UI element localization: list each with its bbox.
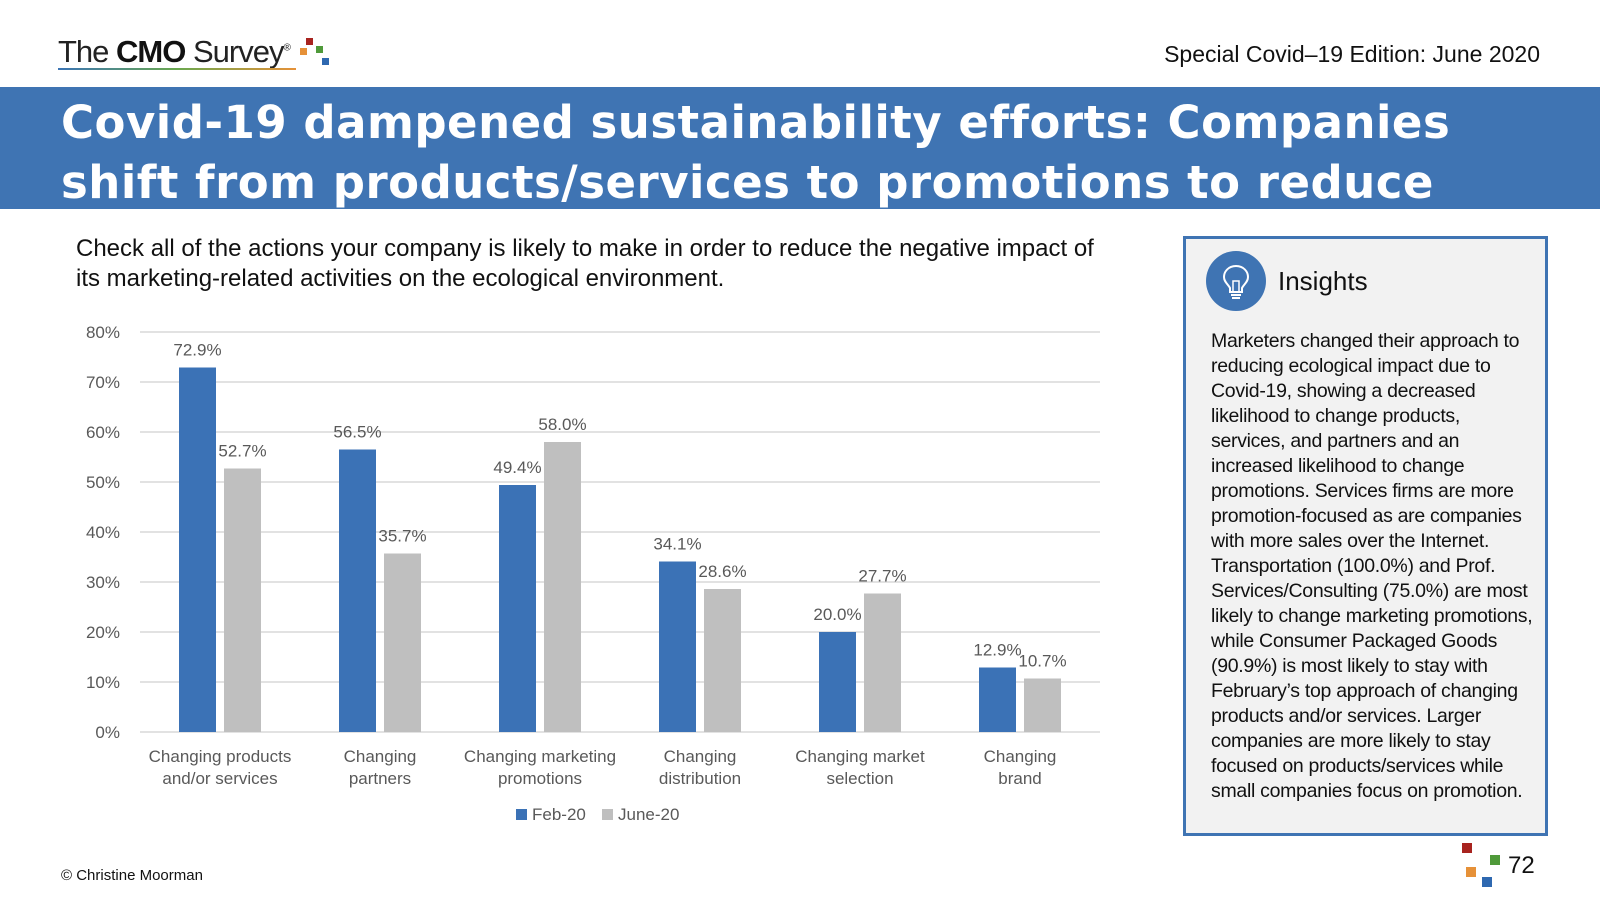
insights-body: Marketers changed their approach to redu… <box>1211 330 1533 802</box>
y-tick-label: 0% <box>95 723 120 742</box>
bar-feb-20 <box>659 561 696 732</box>
y-tick-label: 80% <box>86 325 120 342</box>
x-tick-label: distribution <box>659 769 741 788</box>
bar-june-20 <box>1024 678 1061 732</box>
data-label: 12.9% <box>973 641 1021 660</box>
y-tick-label: 50% <box>86 473 120 492</box>
data-label: 34.1% <box>653 535 701 554</box>
page-number: 72 <box>1508 852 1535 879</box>
legend-label: Feb-20 <box>532 805 586 824</box>
x-tick-label: Changing marketing <box>464 747 616 766</box>
logo-squares-icon <box>300 36 336 70</box>
data-label: 56.5% <box>333 423 381 442</box>
legend-label: June-20 <box>618 805 679 824</box>
x-tick-label: and/or services <box>162 769 277 788</box>
bar-feb-20 <box>979 667 1016 732</box>
x-tick-label: brand <box>998 769 1041 788</box>
survey-question: Check all of the actions your company is… <box>76 235 1094 292</box>
bar-feb-20 <box>499 485 536 732</box>
bar-june-20 <box>224 468 261 732</box>
x-tick-label: Changing products <box>149 747 292 766</box>
bar-june-20 <box>864 593 901 732</box>
x-tick-label: promotions <box>498 769 582 788</box>
bar-chart: 0% 10% 20% 30% 40% 50% 60% 70% 80% 72.9% 52.7% Chan… <box>86 325 1100 824</box>
y-tick-label: 70% <box>86 373 120 392</box>
edition-label: Special Covid–19 Edition: June 2020 <box>1164 41 1540 67</box>
lightbulb-icon <box>1206 251 1266 311</box>
bar-june-20 <box>384 553 421 732</box>
x-tick-label: Changing <box>984 747 1057 766</box>
y-tick-label: 20% <box>86 623 120 642</box>
corner-squares-icon <box>1460 843 1500 887</box>
x-tick-label: Changing <box>344 747 417 766</box>
bar-june-20 <box>704 589 741 732</box>
bar-june-20 <box>544 442 581 732</box>
y-tick-label: 60% <box>86 423 120 442</box>
y-tick-label: 30% <box>86 573 120 592</box>
data-label: 10.7% <box>1018 652 1066 671</box>
cmo-survey-logo: The CMO Survey® <box>58 34 329 74</box>
page-title: Covid-19 dampened sustainability efforts… <box>61 96 1451 269</box>
data-label: 72.9% <box>173 341 221 360</box>
title-banner: Covid-19 dampened sustainability efforts… <box>0 87 1600 269</box>
data-label: 49.4% <box>493 458 541 477</box>
data-label: 28.6% <box>698 562 746 581</box>
insights-panel: Insights Marketers changed their approac… <box>1183 236 1548 836</box>
insights-title: Insights <box>1278 266 1368 296</box>
logo-underline <box>58 68 296 70</box>
y-tick-label: 40% <box>86 523 120 542</box>
data-label: 27.7% <box>858 567 906 586</box>
data-label: 20.0% <box>813 605 861 624</box>
data-label: 35.7% <box>378 527 426 546</box>
x-tick-label: Changing <box>664 747 737 766</box>
x-tick-label: selection <box>826 769 893 788</box>
x-tick-label: Changing market <box>795 747 925 766</box>
y-tick-label: 10% <box>86 673 120 692</box>
data-label: 52.7% <box>218 442 266 461</box>
data-label: 58.0% <box>538 415 586 434</box>
logo-wordmark: The CMO Survey® <box>58 34 291 69</box>
bar-feb-20 <box>179 367 216 732</box>
x-tick-label: partners <box>349 769 411 788</box>
bar-feb-20 <box>819 632 856 732</box>
bar-feb-20 <box>339 449 376 732</box>
copyright: © Christine Moorman <box>61 867 203 884</box>
legend-swatch <box>516 809 527 820</box>
legend-swatch <box>602 809 613 820</box>
